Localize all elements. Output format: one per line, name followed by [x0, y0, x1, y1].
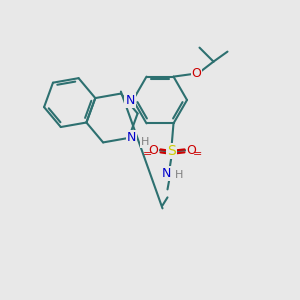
Text: =: =	[193, 149, 202, 159]
Text: O: O	[187, 144, 196, 157]
Text: H: H	[175, 170, 184, 180]
Text: O: O	[148, 144, 158, 157]
Text: N: N	[127, 131, 136, 144]
Text: =: =	[143, 149, 152, 159]
Text: O: O	[192, 67, 201, 80]
Text: N: N	[125, 94, 135, 106]
Text: H: H	[140, 137, 149, 147]
Text: N: N	[162, 167, 171, 180]
Text: S: S	[167, 144, 176, 158]
